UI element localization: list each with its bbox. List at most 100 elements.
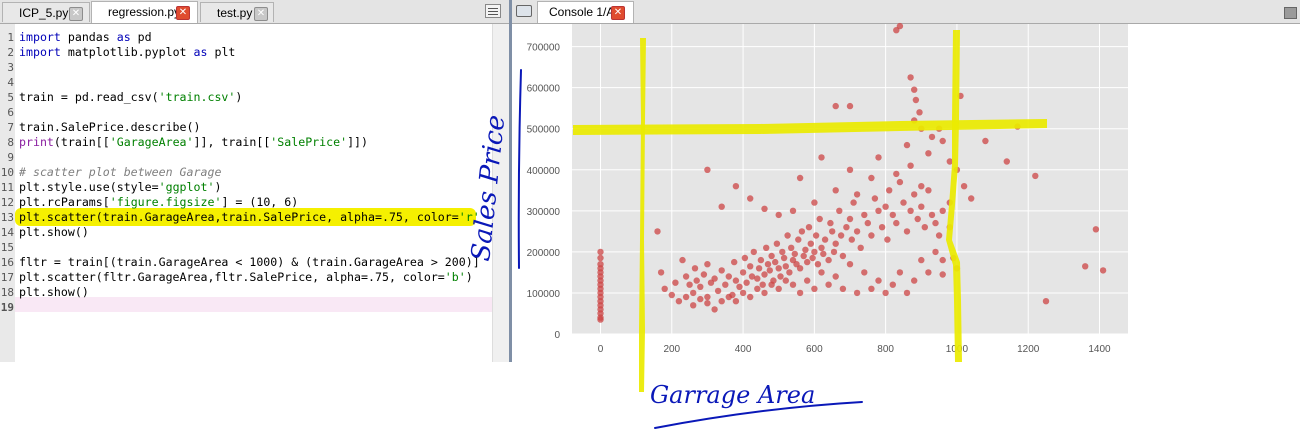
- data-point: [796, 174, 804, 182]
- code-editor[interactable]: import pandas as pd import matplotlib.pyp…: [15, 24, 492, 362]
- code-token: import: [19, 45, 61, 59]
- line-number: 1: [7, 31, 14, 44]
- pane-splitter[interactable]: [509, 0, 512, 362]
- tab-test[interactable]: test.py ✕: [200, 2, 274, 22]
- data-point: [777, 273, 784, 280]
- data-point: [857, 244, 864, 251]
- data-point: [875, 154, 882, 161]
- code-line: import matplotlib.pyplot as plt: [19, 45, 235, 60]
- line-number: 19: [0, 301, 14, 314]
- maximize-icon[interactable]: [1284, 7, 1297, 19]
- code-line: train = pd.read_csv('train.csv'): [19, 90, 242, 105]
- data-point: [932, 219, 939, 227]
- data-point: [911, 191, 918, 198]
- code-token: as: [116, 30, 131, 44]
- data-point: [768, 252, 775, 260]
- data-point: [775, 211, 782, 219]
- close-icon[interactable]: ✕: [69, 7, 83, 21]
- code-token: 'ggplot': [158, 180, 215, 194]
- code-token: ): [465, 270, 473, 284]
- code-token: pd: [130, 30, 152, 44]
- data-point: [682, 273, 690, 280]
- data-point: [818, 269, 825, 276]
- x-tick-label: 1400: [1088, 344, 1111, 355]
- code-line: plt.scatter(fltr.GarageArea,fltr.SalePri…: [19, 270, 473, 285]
- data-point: [832, 187, 839, 194]
- data-point: [1082, 263, 1089, 270]
- data-point: [893, 219, 900, 227]
- data-point: [907, 74, 914, 81]
- data-point: [861, 211, 868, 219]
- y-axis: 0 100000 200000 300000 400000 500000 600000 700…: [527, 43, 561, 341]
- data-point: [911, 277, 918, 284]
- vertical-scrollbar[interactable]: [492, 24, 510, 362]
- data-point: [846, 261, 854, 268]
- data-point: [939, 271, 946, 278]
- tab-console[interactable]: Console 1/A ✕: [537, 1, 634, 23]
- line-number: 5: [7, 91, 14, 104]
- data-point: [750, 248, 757, 256]
- code-token: matplotlib.pyplot: [60, 45, 194, 59]
- data-point: [755, 265, 763, 272]
- data-point: [846, 215, 854, 223]
- data-point: [784, 232, 791, 239]
- console-icon[interactable]: [516, 5, 532, 17]
- code-token: plt.rcParams[: [19, 195, 110, 209]
- code-line: train.SalePrice.describe(): [19, 120, 200, 135]
- data-point: [722, 281, 729, 288]
- data-point: [711, 306, 718, 313]
- data-point: [886, 187, 893, 194]
- data-point: [773, 240, 781, 247]
- data-point: [811, 199, 818, 206]
- code-line: # scatter plot between Garage: [19, 165, 221, 180]
- tab-icp5[interactable]: ICP_5.py ✕: [2, 2, 90, 22]
- data-point: [789, 207, 797, 214]
- data-point: [691, 265, 699, 272]
- line-number: 3: [7, 61, 14, 74]
- data-point: [837, 232, 845, 239]
- data-point: [814, 261, 822, 268]
- code-token: 'r': [458, 210, 480, 224]
- y-tick-label: 500000: [527, 125, 561, 136]
- data-point: [732, 183, 740, 190]
- close-icon[interactable]: ✕: [176, 6, 190, 20]
- data-point: [827, 219, 834, 227]
- highlight-horizontal-500k: [573, 119, 1047, 135]
- code-token: ): [214, 180, 222, 194]
- data-point: [825, 281, 832, 288]
- data-point: [1003, 158, 1010, 165]
- data-point: [889, 281, 896, 288]
- code-token: plt.style.use(style=: [19, 180, 159, 194]
- y-tick-label: 600000: [527, 84, 561, 95]
- data-point: [714, 287, 722, 295]
- code-token: pandas: [60, 30, 117, 44]
- data-point: [675, 298, 683, 305]
- data-point: [918, 183, 925, 190]
- tab-label: regression.py: [108, 5, 181, 19]
- data-point: [868, 174, 875, 182]
- code-token: plt.show(): [19, 285, 89, 299]
- code-line: import pandas as pd: [19, 30, 152, 45]
- data-point: [848, 236, 855, 243]
- data-point: [853, 191, 861, 198]
- line-number: 8: [7, 136, 14, 149]
- line-number: 7: [7, 121, 14, 134]
- data-point: [928, 133, 936, 141]
- data-point: [791, 250, 798, 258]
- data-point: [718, 267, 725, 274]
- data-point: [928, 211, 936, 219]
- data-point: [914, 215, 921, 223]
- data-point: [732, 298, 740, 305]
- close-icon[interactable]: ✕: [611, 6, 625, 20]
- data-point: [718, 298, 725, 305]
- data-point: [725, 293, 732, 301]
- tab-regression[interactable]: regression.py ✕: [91, 1, 198, 23]
- options-menu-icon[interactable]: [485, 4, 501, 18]
- data-point: [896, 269, 904, 276]
- handwritten-y-label: Sales Price: [466, 114, 511, 263]
- close-icon[interactable]: ✕: [254, 7, 268, 21]
- data-point: [805, 224, 813, 231]
- code-token: import: [19, 30, 61, 44]
- data-point: [800, 252, 807, 260]
